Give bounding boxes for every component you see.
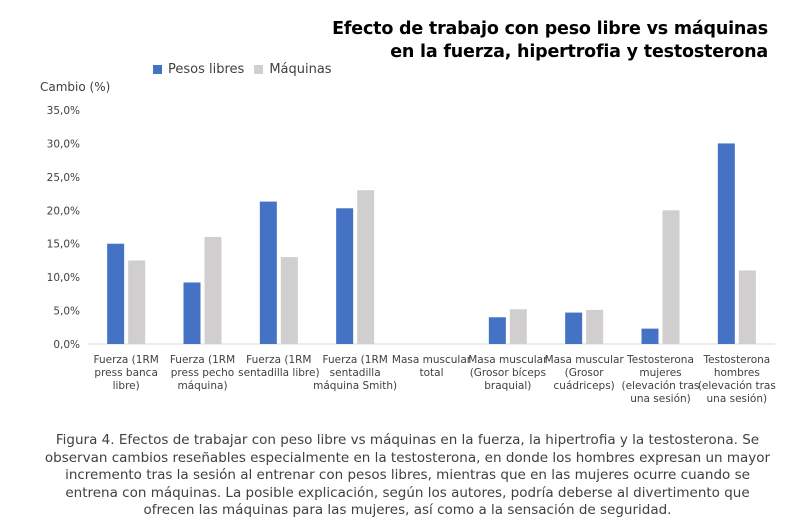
legend-item-pesos-libres: Pesos libres bbox=[153, 62, 244, 77]
x-tick-label: Testosterona mujeres (elevación tras una se… bbox=[621, 354, 700, 405]
legend: Pesos libres Máquinas bbox=[153, 62, 342, 77]
legend-swatch-pesos-libres bbox=[153, 65, 162, 74]
bar-maquinas bbox=[357, 190, 375, 344]
legend-label-pesos-libres: Pesos libres bbox=[168, 62, 245, 77]
bar-pesos-libres bbox=[107, 243, 125, 344]
bar-maquinas bbox=[586, 309, 604, 344]
bar-maquinas bbox=[280, 257, 298, 344]
bar-pesos-libres bbox=[259, 201, 277, 344]
legend-item-maquinas: Máquinas bbox=[254, 62, 332, 77]
y-tick-label: 25,0% bbox=[47, 172, 80, 184]
y-tick-label: 10,0% bbox=[47, 272, 80, 284]
legend-label-maquinas: Máquinas bbox=[269, 62, 332, 77]
x-tick-label: Testosterona hombres (elevación tras una se… bbox=[697, 354, 776, 405]
bar-pesos-libres bbox=[565, 312, 583, 344]
bar-pesos-libres bbox=[183, 282, 201, 344]
x-tick-label: Masa muscular (Grosor cuádriceps) bbox=[544, 354, 624, 392]
x-tick-label: Fuerza (1RM sentadilla libre) bbox=[238, 354, 320, 379]
legend-swatch-maquinas bbox=[254, 65, 264, 74]
y-tick-label: 30,0% bbox=[47, 138, 80, 150]
bar-maquinas bbox=[738, 270, 756, 344]
y-tick-label: 20,0% bbox=[47, 205, 80, 217]
bar-pesos-libres bbox=[336, 208, 354, 344]
chart-title: Efecto de trabajo con peso libre vs máqu… bbox=[332, 18, 768, 64]
y-tick-label: 5,0% bbox=[53, 306, 80, 318]
bar-pesos-libres bbox=[488, 317, 506, 344]
bar-maquinas bbox=[204, 237, 222, 344]
bar-pesos-libres bbox=[641, 328, 659, 344]
y-tick-label: 0,0% bbox=[53, 339, 80, 351]
figure-caption: Figura 4. Efectos de trabajar con peso l… bbox=[44, 432, 771, 518]
y-tick-label: 35,0% bbox=[47, 105, 80, 117]
x-tick-label: Masa muscular (Grosor bíceps braquial) bbox=[468, 354, 548, 392]
x-tick-label: Fuerza (1RM press banca libre) bbox=[93, 354, 159, 392]
bar-maquinas bbox=[509, 309, 527, 344]
x-tick-label: Fuerza (1RM sentadilla máquina Smith) bbox=[313, 354, 398, 392]
chart-title-line-1: Efecto de trabajo con peso libre vs máqu… bbox=[332, 19, 768, 39]
bar-maquinas bbox=[128, 260, 146, 344]
bar-pesos-libres bbox=[717, 143, 735, 344]
bar-maquinas bbox=[662, 210, 680, 344]
y-tick-label: 15,0% bbox=[47, 239, 80, 251]
x-tick-label: Fuerza (1RM press pecho máquina) bbox=[169, 354, 236, 392]
x-tick-label: Masa muscular total bbox=[391, 354, 472, 379]
chart-title-line-2: en la fuerza, hipertrofia y testosterona bbox=[390, 42, 768, 62]
y-axis-label: Cambio (%) bbox=[40, 80, 111, 94]
